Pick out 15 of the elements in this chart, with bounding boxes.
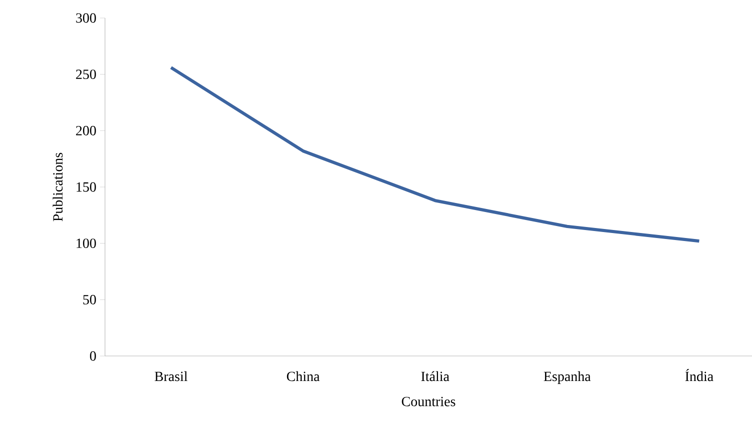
- x-tick-label: Brasil: [154, 371, 188, 382]
- y-tick-label: 200: [76, 126, 96, 136]
- x-tick-label: Índia: [685, 368, 714, 382]
- y-tick-label: 300: [76, 13, 96, 23]
- x-tick-label: Espanha: [544, 371, 591, 384]
- x-tick-label: Itália: [421, 371, 450, 382]
- line-series: [169, 66, 701, 243]
- y-tick-label: 0: [90, 351, 96, 361]
- y-tick-label: 100: [76, 238, 96, 248]
- x-axis-title: Countries: [402, 396, 456, 406]
- y-axis-title: Publications: [52, 152, 63, 222]
- x-tick-label: China: [286, 371, 320, 382]
- y-tick-label: 50: [83, 294, 96, 304]
- y-tick-label: 150: [76, 182, 96, 192]
- y-tick-label: 250: [76, 70, 96, 80]
